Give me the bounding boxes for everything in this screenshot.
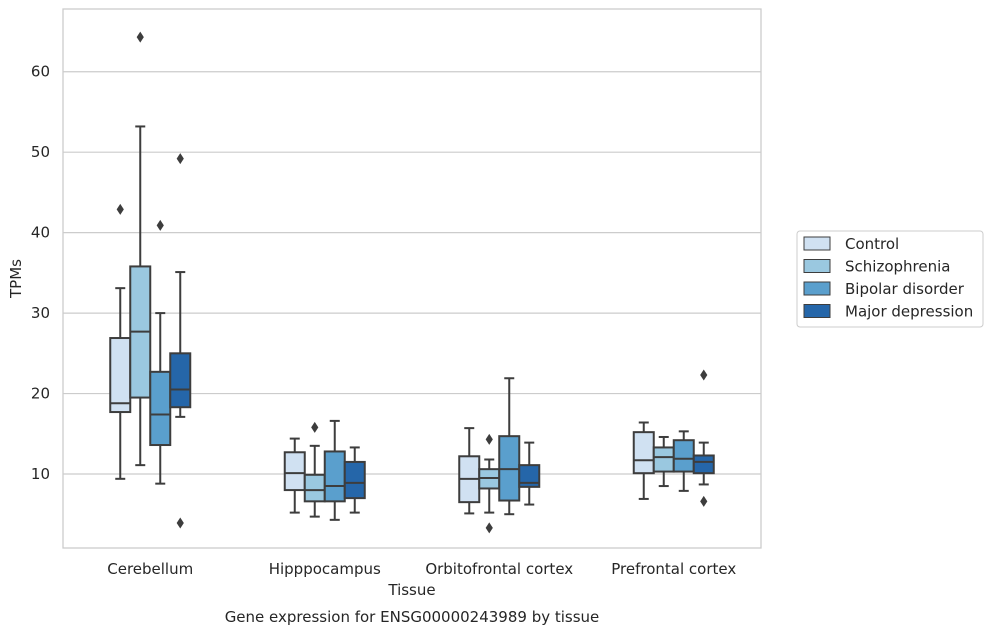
outlier-point [700, 495, 708, 507]
boxplot [109, 203, 132, 480]
boxplot [149, 219, 172, 485]
box [343, 460, 366, 500]
plot-area-frame [62, 8, 762, 549]
box [692, 454, 715, 475]
box [109, 337, 132, 414]
x-axis-label: Tissue [387, 581, 435, 599]
legend-label: Control [845, 235, 899, 253]
y-tick-label: 50 [31, 143, 50, 161]
y-tick-label: 40 [31, 224, 50, 242]
box [632, 431, 655, 475]
boxplot [692, 369, 715, 507]
legend-box [796, 230, 984, 328]
outlier-point [311, 421, 319, 433]
outlier-point [176, 153, 184, 165]
legend-swatch [803, 304, 831, 318]
box [303, 473, 326, 503]
box [149, 370, 172, 447]
outlier-point [116, 203, 124, 215]
boxplots [109, 31, 715, 534]
legend-label: Major depression [845, 303, 973, 321]
x-tick-label: Cerebellum [107, 560, 193, 578]
box [323, 450, 346, 503]
boxplot [518, 441, 541, 506]
outlier-point [485, 522, 493, 534]
box [672, 439, 695, 473]
y-tick-label: 30 [31, 304, 50, 322]
outlier-point [176, 517, 184, 529]
boxplot [169, 153, 192, 529]
legend-label: Bipolar disorder [845, 280, 965, 298]
x-tick-label: Prefrontal cortex [611, 560, 736, 578]
boxplot [458, 427, 481, 515]
box [169, 352, 192, 409]
boxplot [303, 421, 326, 518]
y-tick-label: 60 [31, 63, 50, 81]
boxplot [652, 435, 675, 488]
outlier-point [485, 433, 493, 445]
legend-label: Schizophrenia [845, 258, 950, 276]
box [652, 446, 675, 473]
legend-swatch [803, 236, 831, 251]
y-tick-label: 10 [31, 465, 50, 483]
boxplot [478, 433, 501, 534]
boxplot [283, 437, 306, 514]
y-tick-label: 20 [31, 385, 50, 403]
boxplot [672, 430, 695, 492]
x-tick-labels: Cerebellum Hipppocampus Orbitofrontal cort… [107, 560, 736, 578]
y-axis-label: TPMs [7, 259, 25, 299]
x-tick-label: Hipppocampus [269, 560, 381, 578]
legend: Control Schizophrenia Bipolar disorder Majo… [796, 230, 984, 328]
outlier-point [156, 219, 164, 231]
legend-swatch [803, 281, 831, 296]
legend-swatch [803, 259, 831, 273]
outlier-point [136, 31, 144, 43]
boxplot [323, 419, 346, 521]
outlier-point [700, 369, 708, 381]
boxplot [129, 31, 152, 467]
box [283, 451, 306, 492]
figure-caption: Gene expression for ENSG00000243989 by t… [225, 608, 600, 626]
x-tick-label: Orbitofrontal cortex [425, 560, 573, 578]
box [518, 464, 541, 488]
boxplot [498, 377, 521, 516]
boxplot [343, 446, 366, 514]
boxplot [632, 421, 655, 500]
y-tick-labels: 10 20 30 40 50 60 [31, 63, 50, 483]
